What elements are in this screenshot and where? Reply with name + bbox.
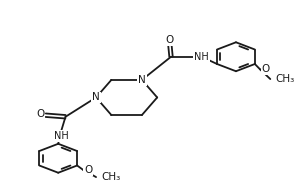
Text: O: O	[262, 64, 270, 74]
Text: O: O	[84, 165, 92, 175]
Text: NH: NH	[194, 52, 209, 62]
Text: NH: NH	[54, 131, 69, 141]
Text: O: O	[165, 35, 174, 45]
Text: N: N	[92, 92, 100, 102]
Text: CH₃: CH₃	[101, 172, 121, 182]
Text: CH₃: CH₃	[276, 74, 295, 84]
Text: N: N	[138, 75, 146, 85]
Text: O: O	[36, 109, 44, 119]
